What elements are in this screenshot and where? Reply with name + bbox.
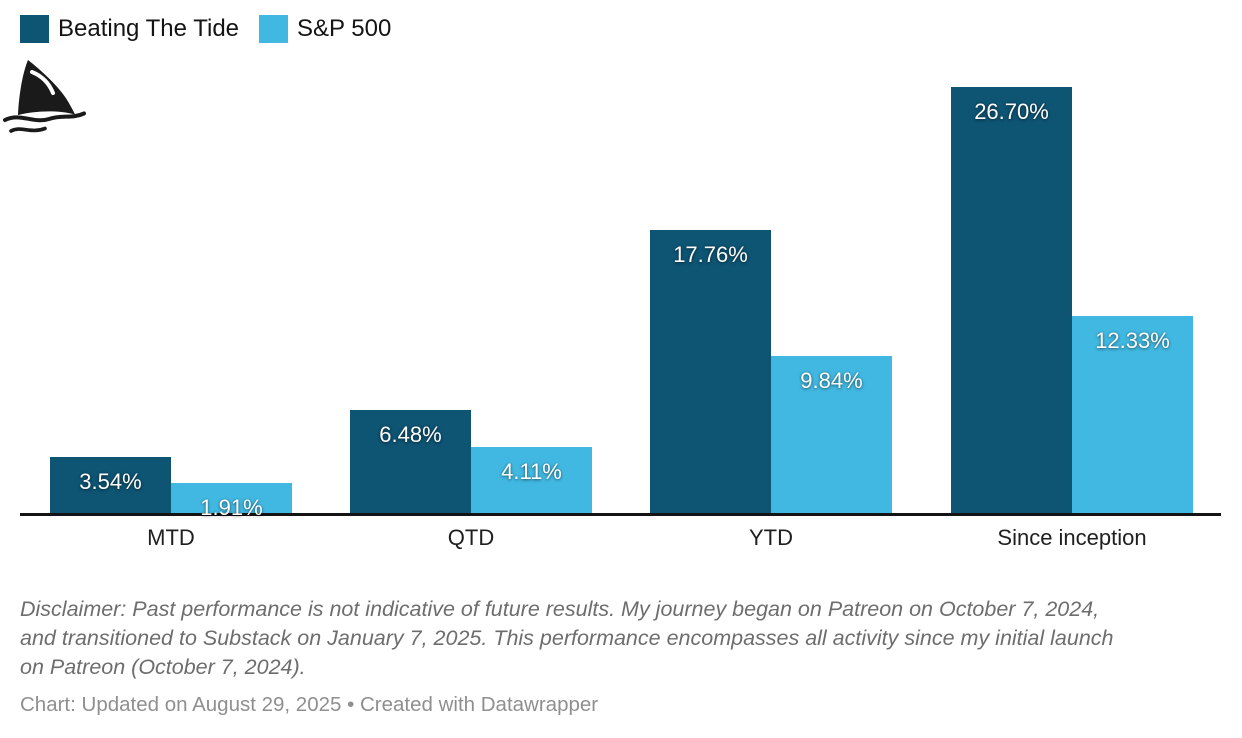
chart-credit-text: Chart: Updated on August 29, 2025 • Crea… [20,693,599,716]
legend-item-beating-the-tide: Beating The Tide [20,15,239,43]
legend-label: Beating The Tide [58,15,240,42]
bar-sp500-0: 1.91% [171,483,292,520]
legend-label: S&P 500 [297,15,392,42]
bar-beating-the-tide-0: 3.54% [50,457,171,513]
legend-swatch-light-blue [259,15,289,43]
bar-value-label: 6.48% [379,422,442,447]
bar-beating-the-tide-3: 26.70% [951,87,1072,513]
bar-value-label: 17.76% [673,242,748,267]
x-axis-label: MTD [147,525,195,550]
bar-sp500-2: 9.84% [771,356,892,513]
bar-value-label: 1.91% [200,495,263,520]
bar-value-label: 9.84% [800,368,863,393]
disclaimer-line: on Patreon (October 7, 2024). [20,655,306,679]
chart-legend: Beating The Tide S&P 500 [20,15,391,43]
legend-swatch-dark-blue [20,15,49,43]
bar-value-label: 4.11% [501,459,562,484]
bar-sp500-1: 4.11% [471,447,592,513]
legend-item-sp500: S&P 500 [259,15,391,43]
x-axis-label: Since inception [997,525,1147,550]
bar-beating-the-tide-1: 6.48% [350,410,471,513]
disclaimer-text: Disclaimer: Past performance is not indi… [20,595,1230,682]
disclaimer-line: and transitioned to Substack on January … [20,626,1114,650]
x-axis-label: YTD [749,525,793,550]
bar-value-label: 3.54% [79,469,142,494]
shark-fin-logo-icon [3,60,86,133]
bar-sp500-3: 12.33% [1072,316,1193,513]
x-axis-label: QTD [447,525,495,550]
bar-value-label: 12.33% [1095,328,1170,353]
bar-value-label: 26.70% [974,99,1049,124]
x-axis-line [20,513,1221,516]
bar-beating-the-tide-2: 17.76% [650,230,771,513]
disclaimer-line: Disclaimer: Past performance is not indi… [20,597,1100,621]
